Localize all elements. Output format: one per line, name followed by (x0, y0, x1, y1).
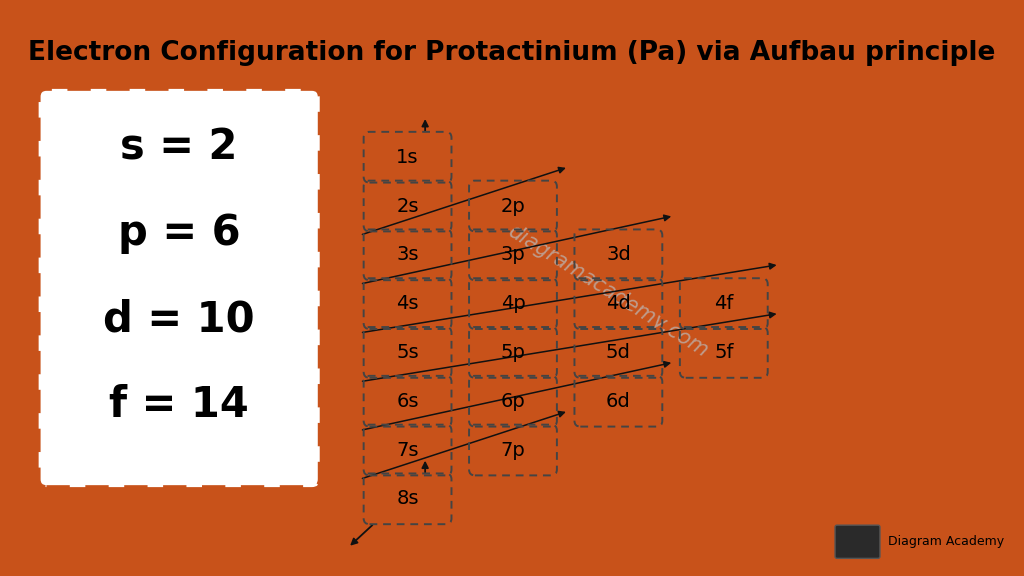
Text: 3s: 3s (396, 245, 419, 264)
Text: 8s: 8s (396, 490, 419, 508)
Text: 2s: 2s (396, 196, 419, 215)
Text: 2p: 2p (501, 196, 525, 215)
Text: 4d: 4d (606, 294, 631, 313)
Text: p = 6: p = 6 (118, 213, 241, 255)
Text: 3p: 3p (501, 245, 525, 264)
Text: 6s: 6s (396, 392, 419, 411)
Text: 4f: 4f (714, 294, 733, 313)
Text: 5f: 5f (714, 343, 733, 362)
Text: s = 2: s = 2 (121, 127, 238, 168)
Text: 3d: 3d (606, 245, 631, 264)
Text: Electron Configuration for Protactinium (Pa) via Aufbau principle: Electron Configuration for Protactinium … (29, 40, 995, 66)
Text: 6p: 6p (501, 392, 525, 411)
Text: 6d: 6d (606, 392, 631, 411)
Text: 1s: 1s (396, 147, 419, 166)
Text: 4p: 4p (501, 294, 525, 313)
Text: diagramacademy.com: diagramacademy.com (504, 221, 712, 361)
Text: 5d: 5d (606, 343, 631, 362)
Text: 7s: 7s (396, 441, 419, 460)
Text: 4s: 4s (396, 294, 419, 313)
Text: 7p: 7p (501, 441, 525, 460)
Text: f = 14: f = 14 (110, 384, 249, 426)
Text: 5s: 5s (396, 343, 419, 362)
FancyBboxPatch shape (39, 89, 319, 487)
Text: d = 10: d = 10 (103, 298, 255, 340)
Text: 5p: 5p (501, 343, 525, 362)
FancyBboxPatch shape (835, 525, 880, 558)
Text: Diagram Academy: Diagram Academy (888, 535, 1004, 548)
